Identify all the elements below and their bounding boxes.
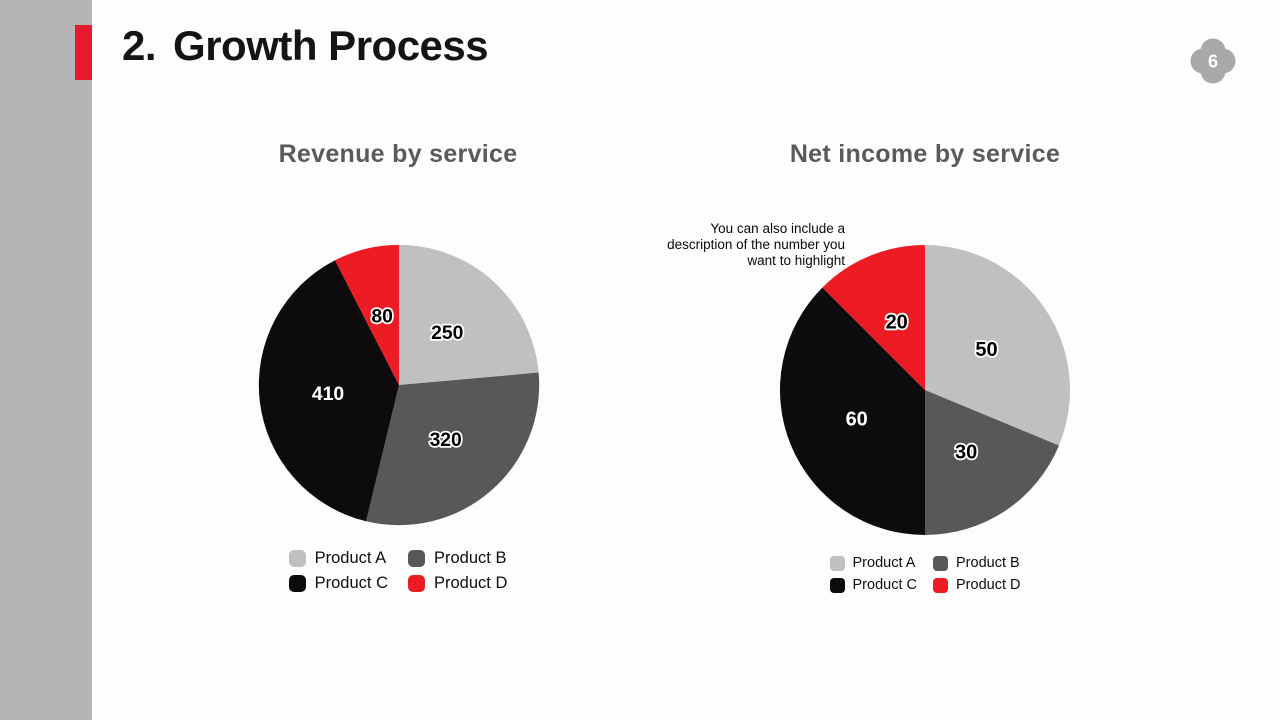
legend-label: Product C [852, 577, 917, 593]
legend-swatch [933, 555, 948, 571]
legend-swatch [288, 575, 306, 592]
legend-item-product-d: Product D [398, 571, 517, 596]
legend-swatch [408, 550, 425, 567]
page-number: 6 [1208, 52, 1218, 72]
slide-title-text: Growth Process [173, 22, 489, 69]
chart-title-revenue: Revenue by service [278, 140, 518, 168]
legend-label: Product B [434, 549, 507, 567]
legend-label: Product D [956, 577, 1021, 593]
legend-swatch [288, 550, 306, 567]
pie-slice-product-b [366, 372, 540, 526]
chart-title-net-income: Net income by service [789, 140, 1061, 168]
legend-label: Product C [314, 574, 388, 592]
pie-slice-product-c [258, 260, 399, 522]
pie-slice-product-c [780, 287, 925, 535]
pie-chart-net-income: 50 30 60 20 [780, 245, 1070, 535]
flower-icon: 6 [1190, 38, 1236, 84]
legend-item-product-a: Product A [822, 552, 925, 574]
legend-item-product-c: Product C [279, 571, 398, 596]
legend-swatch [829, 555, 845, 571]
pie-data-label: 320 [430, 430, 462, 451]
pie-data-label: 250 [431, 323, 463, 344]
page-number-badge: 6 [1188, 36, 1238, 86]
legend-label: Product A [852, 555, 916, 571]
legend-net-income: Product A Product B Product C Product D [770, 552, 1080, 596]
pie-data-label: 80 [371, 306, 392, 327]
slide-title: 2. Growth Process [122, 22, 489, 70]
pie-slice-product-a [925, 245, 1070, 446]
pie-slice-product-a [399, 244, 539, 385]
title-accent-bar [75, 25, 92, 80]
legend-swatch [829, 577, 845, 593]
legend-label: Product D [434, 574, 508, 592]
legend-item-product-d: Product D [925, 574, 1028, 596]
pie-slice-product-b [925, 390, 1059, 535]
pie-data-label: 50 [975, 339, 997, 361]
pie-slice-product-d [334, 244, 399, 385]
slide-title-number: 2. [122, 22, 157, 69]
legend-swatch [933, 577, 948, 593]
pie-chart-revenue: 250 320 410 80 [258, 244, 540, 526]
pie-data-label: 30 [955, 442, 977, 464]
pie-data-label: 20 [886, 312, 908, 334]
left-sidebar [0, 0, 92, 720]
legend-item-product-a: Product A [279, 546, 398, 571]
annotation-text: You can also include a description of th… [667, 221, 845, 268]
pie-data-label: 60 [846, 408, 868, 430]
legend-label: Product B [956, 555, 1020, 571]
pie-slice-product-d [822, 245, 925, 390]
legend-revenue: Product A Product B Product C Product D [243, 546, 553, 596]
legend-item-product-c: Product C [822, 574, 925, 596]
pie-data-label: 410 [312, 384, 344, 405]
legend-item-product-b: Product B [925, 552, 1028, 574]
legend-label: Product A [314, 549, 387, 567]
legend-swatch [408, 575, 425, 592]
legend-item-product-b: Product B [398, 546, 517, 571]
